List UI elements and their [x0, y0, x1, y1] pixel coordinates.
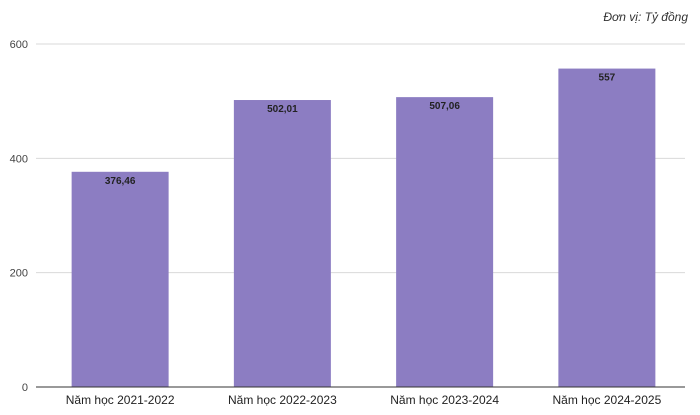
- y-tick-label: 600: [10, 39, 28, 51]
- data-label: 507,06: [429, 101, 460, 112]
- data-label: 376,46: [105, 176, 136, 187]
- x-tick-label: Năm học 2021-2022: [66, 393, 175, 407]
- data-label: 502,01: [267, 104, 298, 115]
- x-tick-label: Năm học 2022-2023: [228, 393, 337, 407]
- y-tick-label: 200: [10, 268, 28, 280]
- bar: [558, 68, 656, 387]
- bar: [396, 97, 494, 387]
- data-label: 557: [599, 73, 616, 84]
- x-tick-label: Năm học 2024-2025: [553, 393, 662, 407]
- y-tick-label: 400: [10, 153, 28, 165]
- x-tick-label: Năm học 2023-2024: [390, 393, 499, 407]
- unit-label: Đơn vị: Tỷ đồng: [603, 10, 688, 24]
- y-tick-label: 0: [22, 382, 28, 394]
- bar: [233, 100, 331, 388]
- bar: [71, 171, 169, 387]
